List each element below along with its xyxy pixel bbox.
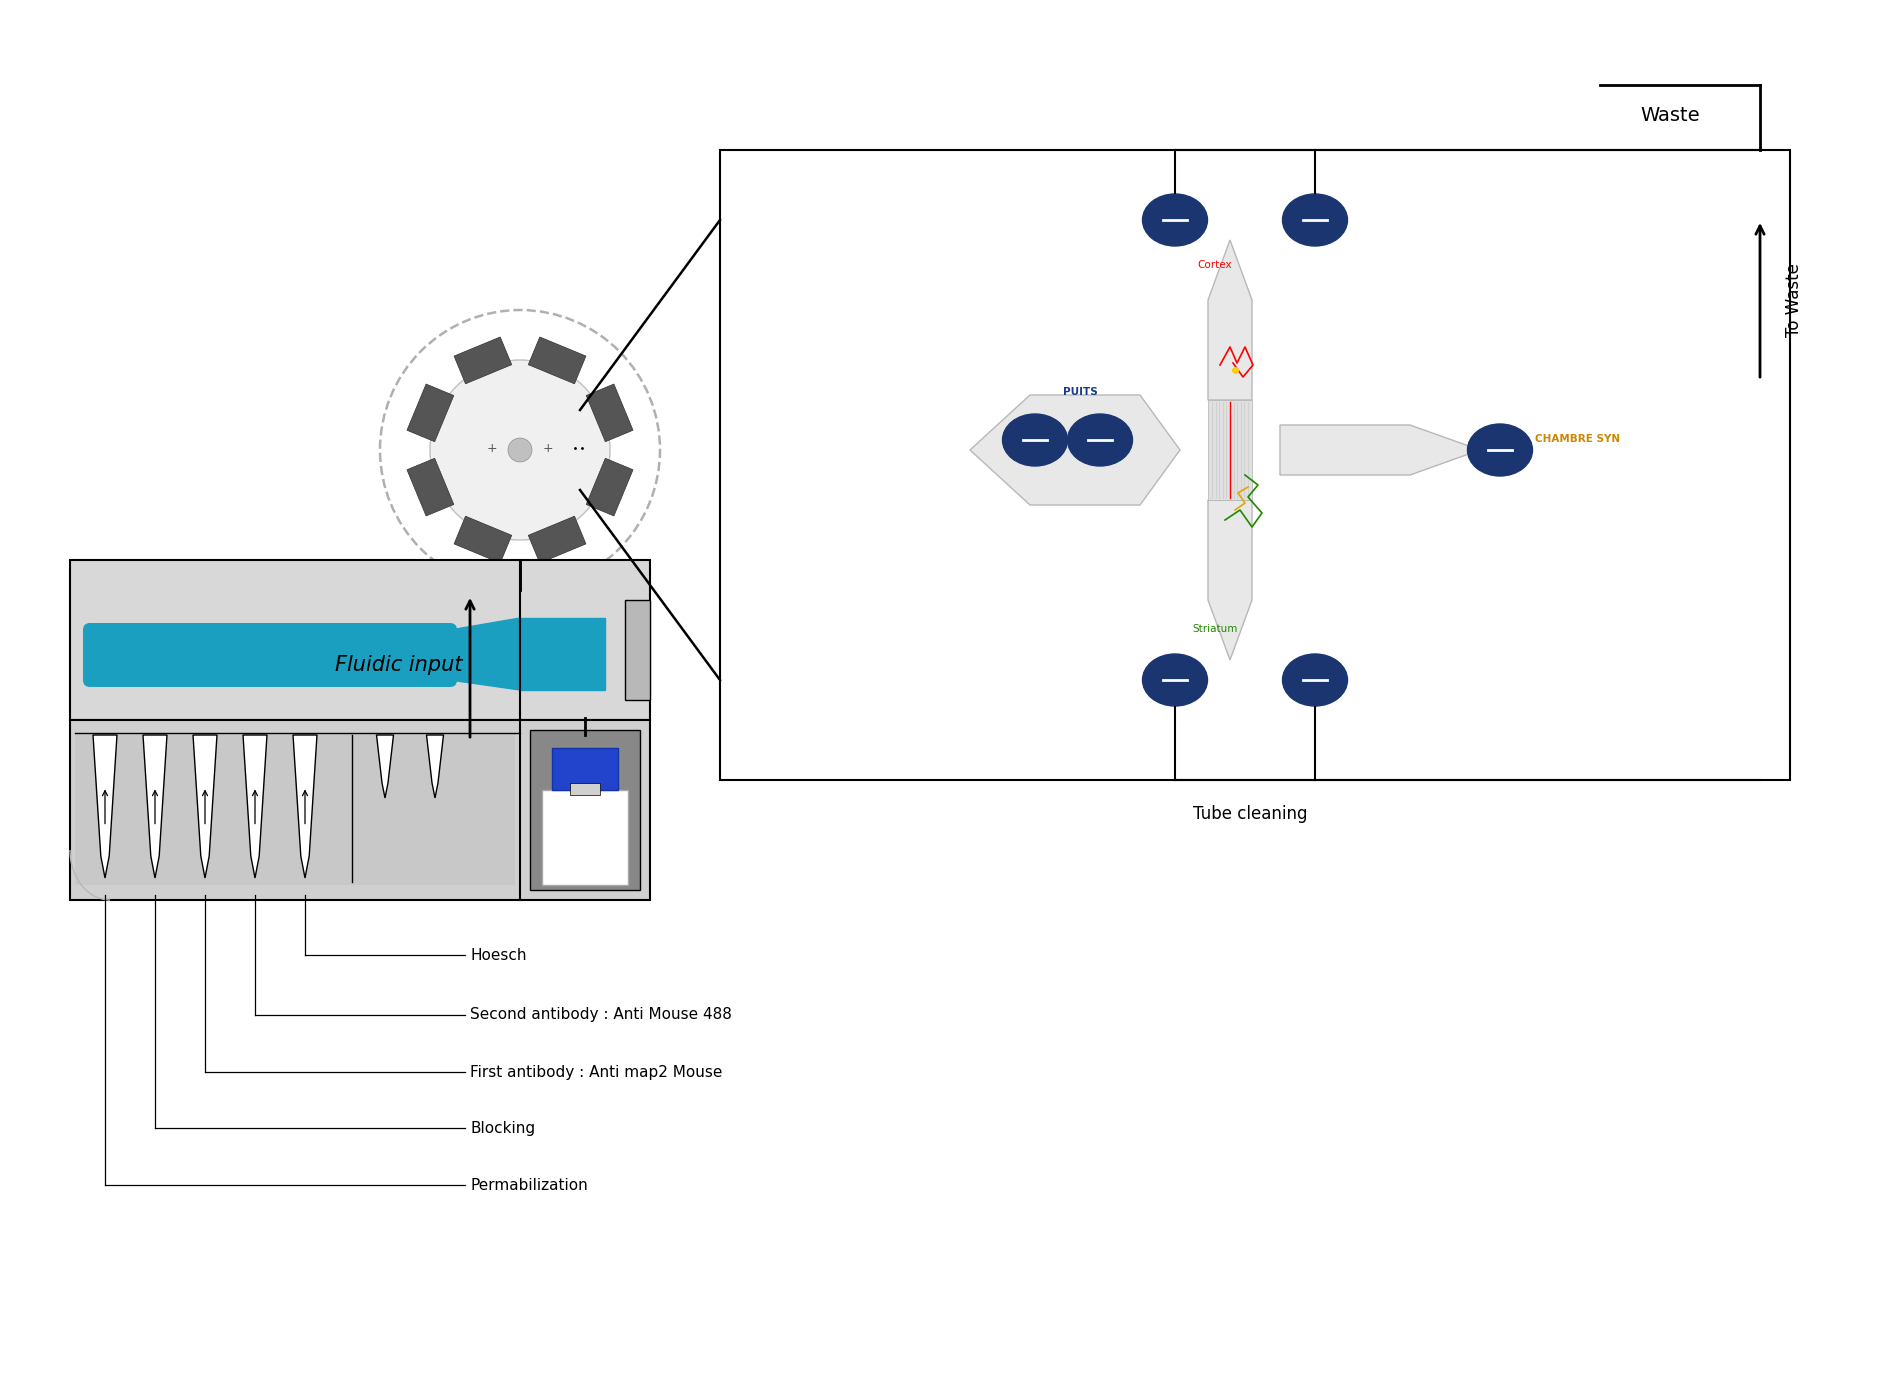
Text: Waste: Waste [1640,106,1700,125]
Bar [542,790,629,885]
Polygon shape [587,384,633,442]
Ellipse shape [1282,195,1347,246]
Polygon shape [293,735,317,878]
Bar [553,748,618,790]
Polygon shape [971,395,1180,505]
Text: Permabilization: Permabilization [469,1177,587,1193]
Polygon shape [528,337,585,384]
FancyBboxPatch shape [84,623,458,687]
Bar [70,560,650,720]
Polygon shape [1281,426,1480,475]
Text: Second antibody : Anti Mouse 488: Second antibody : Anti Mouse 488 [469,1008,732,1022]
Bar [74,734,515,885]
Polygon shape [587,458,633,517]
Polygon shape [243,735,268,878]
Polygon shape [194,735,217,878]
Ellipse shape [1003,414,1068,466]
Polygon shape [426,735,443,798]
Ellipse shape [1142,195,1208,246]
Text: First antibody : Anti map2 Mouse: First antibody : Anti map2 Mouse [469,1064,722,1079]
Bar [530,729,640,890]
Ellipse shape [1282,654,1347,706]
Polygon shape [376,735,393,798]
Polygon shape [454,517,511,563]
Text: Blocking: Blocking [469,1120,536,1135]
Text: To Waste: To Waste [1784,263,1803,337]
Bar [70,720,650,900]
Ellipse shape [1068,414,1132,466]
Circle shape [429,360,610,540]
Polygon shape [93,735,118,878]
Text: PUITS: PUITS [1062,386,1098,398]
Text: Striatum: Striatum [1193,624,1237,634]
Text: Tube cleaning: Tube cleaning [1193,805,1307,823]
Polygon shape [435,617,521,690]
Bar [521,617,604,690]
Text: +: + [486,441,498,455]
Polygon shape [1208,239,1252,400]
Text: Fluidic input: Fluidic input [334,655,462,675]
Ellipse shape [1467,424,1533,476]
Bar [720,150,1790,780]
Bar [625,601,650,700]
Text: CHAMBRE SYN: CHAMBRE SYN [1535,434,1621,444]
Ellipse shape [1142,654,1208,706]
Polygon shape [1208,500,1252,659]
Polygon shape [142,735,167,878]
Polygon shape [407,384,454,442]
Polygon shape [454,337,511,384]
Circle shape [507,438,532,462]
Text: +: + [543,441,553,455]
Polygon shape [407,458,454,517]
Bar [1208,400,1252,500]
Bar [570,783,600,795]
Polygon shape [528,517,585,563]
Text: Hoesch: Hoesch [469,948,526,963]
Text: Cortex: Cortex [1197,260,1233,270]
